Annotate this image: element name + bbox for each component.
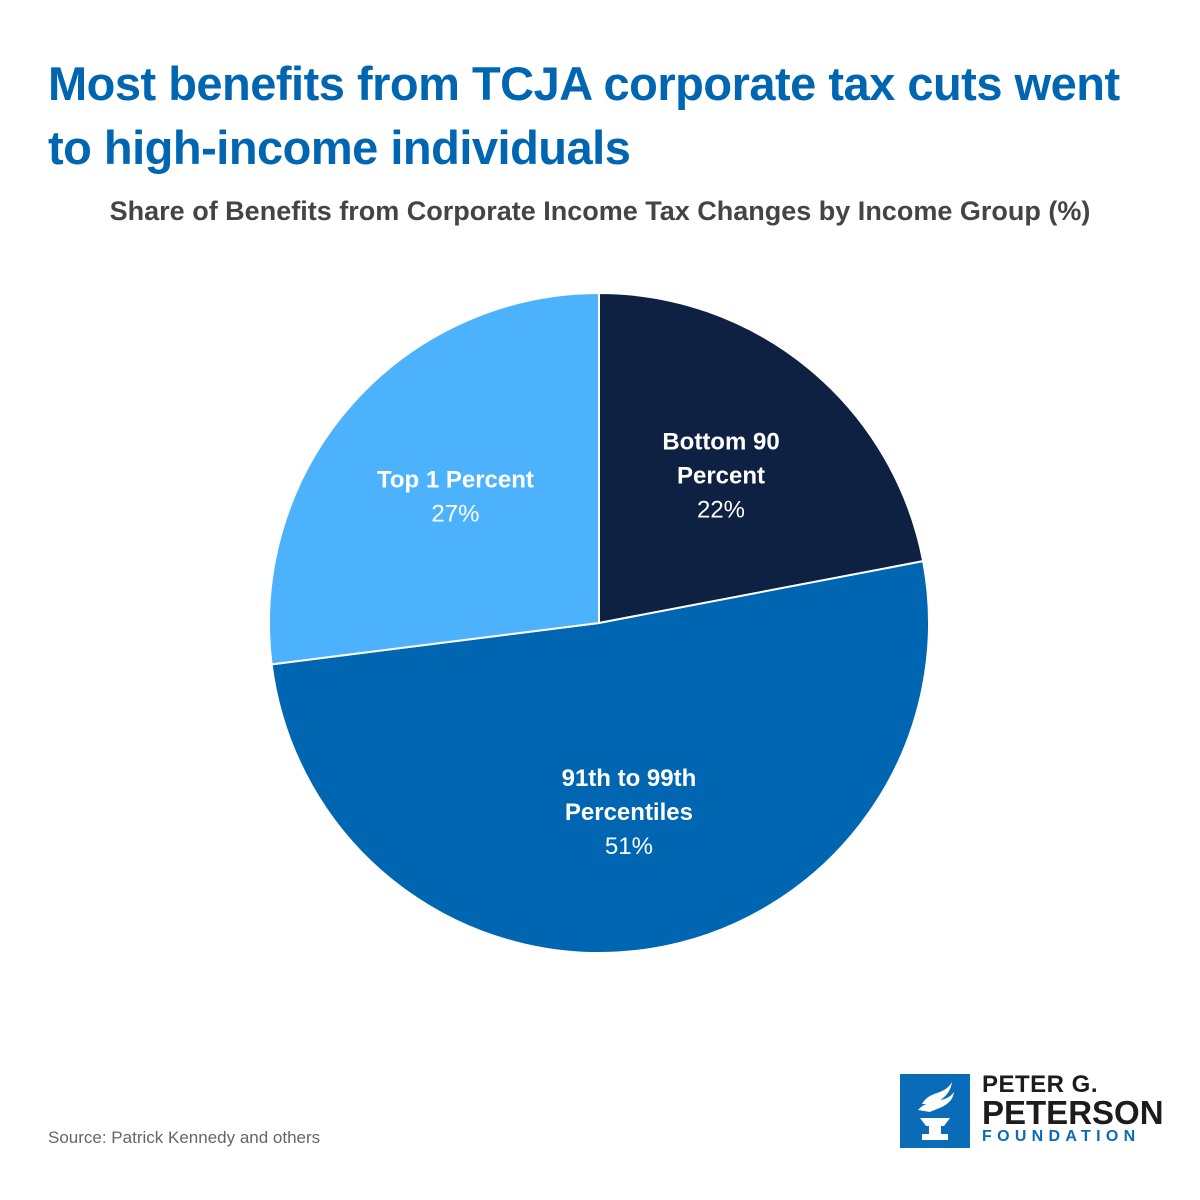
- headline: Most benefits from TCJA corporate tax cu…: [48, 57, 1120, 174]
- peterson-foundation-logo: PETER G. PETERSON FOUNDATION: [900, 1071, 1164, 1148]
- pie-label-category: Top 1 Percent: [377, 466, 534, 493]
- pie-slice-91th-to-99th-percentiles: [270, 559, 930, 954]
- chart-title: Share of Benefits from Corporate Income …: [109, 196, 1091, 226]
- torch-icon: [900, 1074, 970, 1148]
- pie-label-top-1-percent: Top 1 Percent 27%: [377, 466, 534, 527]
- pie-labels: Bottom 90 Percent 22% 91th to 99th Percentil…: [377, 429, 780, 861]
- pie-label-value: 51%: [605, 833, 653, 860]
- pie-slice-top-1-percent: [268, 291, 600, 666]
- pie-label-bottom-90-percent: Bottom 90 Percent 22%: [662, 429, 779, 524]
- logo-name-line-2: PETERSON: [982, 1094, 1164, 1131]
- pie-label-value: 27%: [431, 500, 479, 527]
- source-note: Source: Patrick Kennedy and others: [48, 1128, 321, 1147]
- pie-label-category: Percent: [677, 463, 765, 490]
- pie-label-value: 22%: [697, 497, 745, 524]
- pie-label-91th-to-99th-percentiles: 91th to 99th Percentiles 51%: [562, 765, 697, 860]
- pie-label-category: Percentiles: [565, 799, 693, 826]
- logo-name-line-1: PETER G.: [982, 1071, 1099, 1098]
- pie-label-category: Bottom 90: [662, 429, 779, 456]
- pie-slice-bottom-90-percent: [598, 291, 925, 625]
- pie-label-category: 91th to 99th: [562, 765, 697, 792]
- pie-slices: [268, 291, 930, 954]
- logo-name-line-3: FOUNDATION: [982, 1128, 1141, 1145]
